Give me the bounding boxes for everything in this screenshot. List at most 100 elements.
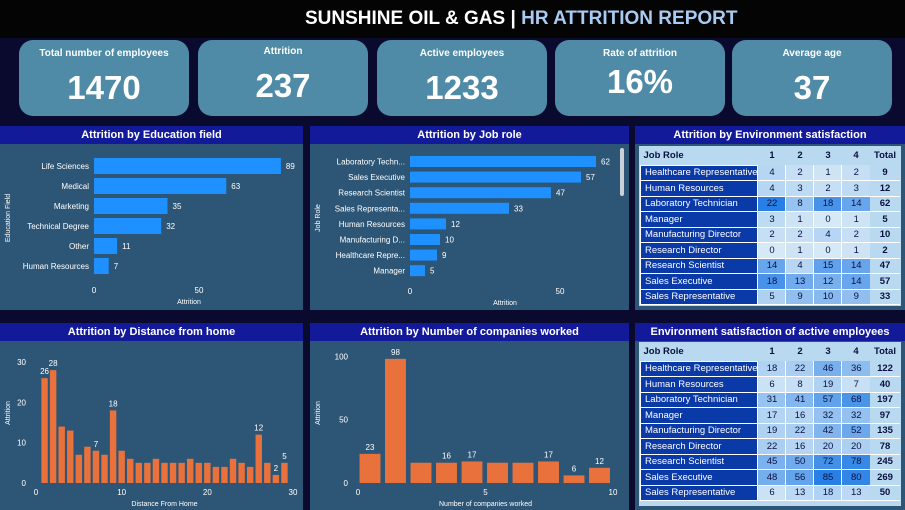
column-header[interactable]: Total: [869, 342, 900, 361]
table-row[interactable]: Research Scientist 14 4 15 14 47: [639, 257, 900, 274]
table-row[interactable]: Human Resources 4 3 2 3 12: [639, 180, 900, 197]
column-header[interactable]: 4: [841, 342, 870, 361]
job-role-column-header[interactable]: Job Role: [640, 146, 758, 165]
value-cell: 85: [813, 469, 842, 486]
column-header[interactable]: 2: [785, 342, 814, 361]
value-cell: 56: [785, 469, 814, 486]
bar: [144, 462, 151, 483]
value-cell: 10: [813, 289, 842, 305]
kpi-card-active-employees[interactable]: Active employees 1233: [377, 40, 547, 116]
total-cell: 97: [869, 407, 900, 424]
kpi-value: 1470: [67, 69, 141, 106]
total-cell: 57: [869, 273, 900, 290]
value-cell: 1: [841, 242, 870, 259]
category-label: Technical Degree: [27, 222, 89, 231]
column-header[interactable]: 3: [813, 146, 842, 165]
kpi-value: 37: [793, 69, 831, 106]
bar: [152, 458, 160, 483]
active-satisfaction-matrix[interactable]: Job Role 1 2 3 4 Total Healthcare Representati…: [639, 342, 900, 501]
bar: [204, 462, 211, 483]
bar: [221, 466, 228, 483]
bar: [281, 462, 288, 483]
table-row[interactable]: Manufacturing Director 19 22 42 52 135: [639, 422, 900, 439]
bar: [410, 156, 596, 167]
title-separator: |: [505, 8, 522, 29]
value-cell: 15: [813, 258, 842, 274]
job-role-column-header[interactable]: Job Role: [640, 342, 758, 361]
kpi-card-average-age[interactable]: Average age 37: [732, 40, 892, 116]
scrollbar-thumb[interactable]: [620, 148, 624, 196]
data-label: 26: [40, 367, 49, 376]
bar: [410, 265, 425, 277]
x-tick-label: 5: [483, 488, 488, 497]
value-cell: 50: [785, 454, 814, 470]
data-label: 10: [445, 236, 454, 245]
table-row[interactable]: Manufacturing Director 2 2 4 2 10: [639, 226, 900, 243]
kpi-card-attrition[interactable]: Attrition 237: [198, 40, 368, 116]
column-header[interactable]: 1: [757, 342, 786, 361]
panel-attrition-by-companies-worked[interactable]: Attrition by Number of companies worked …: [310, 323, 629, 510]
job-role-cell: Sales Representative: [639, 484, 759, 501]
panel-title: Attrition by Number of companies worked: [310, 323, 629, 341]
column-header[interactable]: Total: [869, 146, 900, 165]
table-row[interactable]: Research Director 0 1 0 1 2: [639, 242, 900, 259]
kpi-card-attrition-rate[interactable]: Rate of attrition 16%: [555, 40, 725, 116]
value-cell: 1: [813, 165, 842, 181]
data-label: 17: [468, 450, 477, 459]
education-field-chart: Life Sciences 89 Medical 63 Marketing 35 Techn…: [5, 158, 295, 306]
panel-active-employee-satisfaction[interactable]: Environment satisfaction of active emplo…: [635, 323, 905, 510]
table-row[interactable]: Human Resources 6 8 19 7 40: [639, 376, 900, 393]
environment-satisfaction-matrix[interactable]: Job Role 1 2 3 4 Total Healthcare Representati…: [639, 146, 900, 305]
value-cell: 4: [757, 165, 786, 181]
table-row[interactable]: Manager 17 16 32 32 97: [639, 407, 900, 424]
data-label: 35: [173, 202, 182, 211]
value-cell: 2: [757, 227, 786, 243]
data-label: 12: [595, 457, 604, 466]
job-role-cell: Healthcare Representative: [639, 164, 759, 181]
table-row[interactable]: Research Director 22 16 20 20 78: [639, 438, 900, 455]
panel-attrition-by-job-role[interactable]: Attrition by Job role Laboratory Techn..…: [310, 126, 629, 310]
y-tick-label: 0: [22, 479, 27, 488]
table-row[interactable]: Laboratory Technician 31 41 57 68 197: [639, 391, 900, 408]
kpi-card-total-employees[interactable]: Total number of employees 1470: [19, 40, 189, 116]
value-cell: 22: [757, 196, 786, 212]
panel-attrition-by-education[interactable]: Attrition by Education field Life Scienc…: [0, 126, 303, 310]
table-row[interactable]: Research Scientist 45 50 72 78 245: [639, 453, 900, 470]
table-row[interactable]: Sales Executive 48 56 85 80 269: [639, 469, 900, 486]
value-cell: 4: [813, 227, 842, 243]
table-row[interactable]: Healthcare Representative 4 2 1 2 9: [639, 164, 900, 181]
bar: [94, 218, 162, 234]
kpi-value: 1233: [425, 69, 499, 106]
total-cell: 269: [869, 469, 900, 486]
column-header[interactable]: 2: [785, 146, 814, 165]
column-header[interactable]: 1: [757, 146, 786, 165]
category-label: Sales Representa...: [335, 204, 405, 213]
value-cell: 13: [785, 273, 814, 290]
column-header[interactable]: 3: [813, 342, 842, 361]
column-header[interactable]: 4: [841, 146, 870, 165]
value-cell: 16: [785, 438, 814, 455]
panel-attrition-by-environment-satisfaction[interactable]: Attrition by Environment satisfaction Jo…: [635, 126, 905, 310]
job-role-cell: Laboratory Technician: [639, 391, 759, 408]
bar: [410, 249, 437, 261]
category-label: Laboratory Techn...: [337, 158, 405, 167]
table-row[interactable]: Healthcare Representative 18 22 46 36 122: [639, 360, 900, 377]
value-cell: 18: [813, 485, 842, 501]
table-row[interactable]: Laboratory Technician 22 8 18 14 62: [639, 195, 900, 212]
table-row[interactable]: Manager 3 1 0 1 5: [639, 211, 900, 228]
panel-attrition-by-distance[interactable]: Attrition by Distance from home 26 28 7 18 1…: [0, 323, 303, 510]
value-cell: 8: [785, 196, 814, 212]
table-row[interactable]: Sales Representative 5 9 10 9 33: [639, 288, 900, 305]
value-cell: 4: [785, 258, 814, 274]
table-row[interactable]: Sales Representative 6 13 18 13 50: [639, 484, 900, 501]
bar: [109, 410, 117, 483]
job-role-cell: Research Director: [639, 242, 759, 259]
value-cell: 36: [841, 361, 870, 377]
table-row[interactable]: Sales Executive 18 13 12 14 57: [639, 273, 900, 290]
bar: [410, 462, 432, 483]
data-label: 32: [166, 222, 175, 231]
value-cell: 0: [813, 211, 842, 228]
y-tick-label: 100: [335, 352, 349, 361]
value-cell: 19: [813, 376, 842, 393]
total-cell: 5: [869, 211, 900, 228]
